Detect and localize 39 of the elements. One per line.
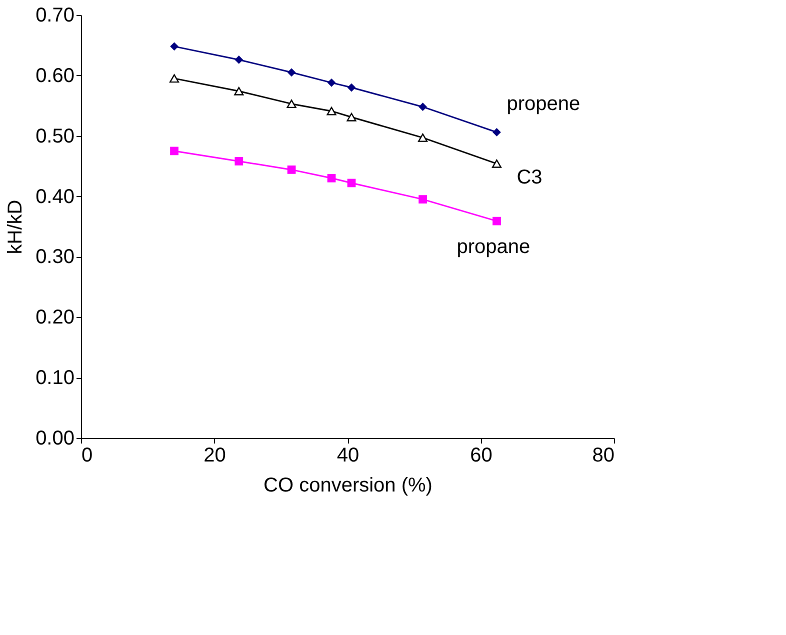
point xyxy=(327,78,336,87)
point xyxy=(326,106,336,116)
point xyxy=(169,74,180,83)
point xyxy=(287,68,296,77)
x-tick-label: 80 xyxy=(592,444,614,466)
point xyxy=(327,174,336,182)
y-tick-label: 0.70 xyxy=(36,4,74,26)
series-label: C3 xyxy=(516,166,542,189)
point xyxy=(492,159,502,168)
y-tick-label: 0.50 xyxy=(36,125,74,148)
point xyxy=(418,102,427,112)
series-label: propane xyxy=(456,236,530,258)
point xyxy=(418,195,427,204)
point xyxy=(287,166,296,174)
y-tick-label: 0.30 xyxy=(36,246,74,268)
y-tick-label: 0.00 xyxy=(36,428,74,450)
point xyxy=(170,146,178,156)
x-tick-label: 20 xyxy=(204,444,226,466)
x-axis-title: CO conversion (%) xyxy=(264,474,432,496)
point xyxy=(492,216,501,226)
y-tick-label: 0.10 xyxy=(36,367,74,390)
point xyxy=(492,128,501,136)
point xyxy=(346,112,356,122)
x-tick-label: 0 xyxy=(82,444,93,466)
point xyxy=(347,83,356,92)
y-axis-title: kH/kD xyxy=(4,200,27,254)
series-label: propene xyxy=(506,93,580,116)
point xyxy=(347,178,356,188)
point xyxy=(418,133,428,142)
point xyxy=(234,56,244,64)
point xyxy=(286,100,296,108)
y-tick-label: 0.20 xyxy=(36,306,74,329)
x-tick-label: 60 xyxy=(470,444,492,466)
y-tick-label: 0.60 xyxy=(36,64,74,87)
point xyxy=(234,86,244,96)
point xyxy=(170,42,178,51)
x-tick-label: 40 xyxy=(336,444,360,466)
y-tick-label: 0.40 xyxy=(36,186,74,208)
point xyxy=(234,157,244,166)
